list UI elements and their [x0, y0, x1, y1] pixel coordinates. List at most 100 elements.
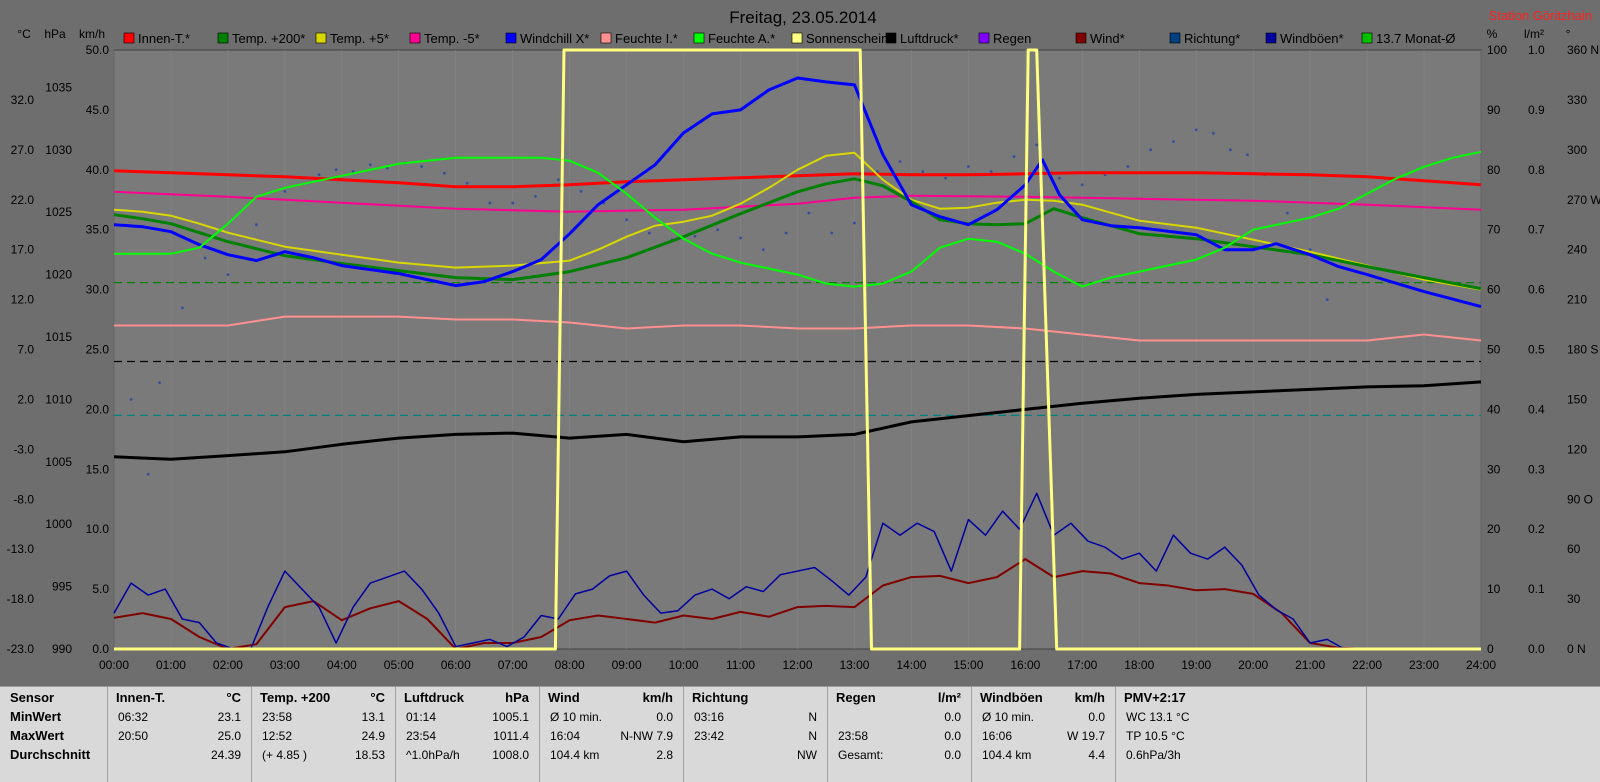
- legend-swatch: [1169, 32, 1181, 44]
- direction-dot: [898, 160, 902, 163]
- tick-label: 210: [1567, 293, 1587, 307]
- stats-cell-label: Ø 10 min.: [982, 710, 1035, 724]
- stats-cell-value: 0.0: [1088, 710, 1105, 724]
- tick-label: 30: [1567, 592, 1581, 606]
- tick-label: 100: [1487, 43, 1507, 57]
- legend-label: Innen-T.*: [138, 31, 190, 46]
- x-tick-label: 08:00: [555, 658, 585, 672]
- stats-panel-unit: hPa: [505, 690, 529, 705]
- direction-dot: [966, 165, 970, 168]
- tick-label: 12.0: [11, 293, 35, 307]
- stats-cell-label: 20:50: [118, 729, 149, 743]
- tick-label: 0.6: [1528, 283, 1545, 297]
- stats-panel: Innen-T. °C 06:32 23.1 20:50 25.0 24.39: [108, 687, 252, 782]
- tick-label: 1000: [45, 517, 72, 531]
- reference-lines: [114, 282, 1481, 416]
- direction-dot: [226, 273, 230, 277]
- stats-panel: Wind km/h Ø 10 min. 0.0 16:04 N-NW 7.9 104.4 k…: [540, 687, 684, 782]
- x-tick-label: 17:00: [1067, 658, 1097, 672]
- tick-label: 0.3: [1528, 462, 1545, 476]
- x-tick-label: 16:00: [1010, 658, 1040, 672]
- tick-label: -13.0: [7, 542, 35, 556]
- x-tick-label: 19:00: [1181, 658, 1211, 672]
- stats-panel: Richtung 03:16 N 23:42 N NW: [684, 687, 828, 782]
- direction-dot: [556, 178, 560, 182]
- tick-label: 1005: [45, 455, 72, 469]
- tick-label: 70: [1487, 223, 1501, 237]
- legend-swatch: [409, 32, 421, 44]
- direction-dot: [853, 221, 856, 225]
- direction-dot: [465, 181, 469, 185]
- stats-panel-title: Temp. +200: [260, 690, 331, 705]
- x-tick-label: 01:00: [156, 658, 186, 672]
- stats-panel-title: PMV+2:17: [1124, 690, 1186, 705]
- x-tick-label: 18:00: [1124, 658, 1154, 672]
- tick-label: 0 N: [1567, 642, 1586, 656]
- direction-dot: [761, 248, 765, 252]
- axis-unit: hPa: [44, 27, 66, 41]
- stats-cell-value: 0.0: [944, 729, 961, 743]
- series-line: [113, 177, 1482, 291]
- direction-dot: [351, 170, 355, 173]
- direction-dot: [1058, 176, 1061, 180]
- direction-dot: [158, 381, 161, 385]
- x-tick-label: 12:00: [782, 658, 812, 672]
- legend-label: Richtung*: [1184, 31, 1240, 46]
- direction-dot: [203, 256, 207, 260]
- tick-label: 995: [52, 580, 72, 594]
- stats-panel-title: Richtung: [692, 690, 749, 705]
- x-tick-label: 04:00: [327, 658, 357, 672]
- direction-dot: [129, 398, 133, 401]
- stats-cell-value: N: [808, 710, 817, 724]
- direction-dot: [180, 306, 184, 310]
- series-line: [114, 48, 1481, 651]
- direction-dot: [739, 236, 742, 240]
- series-line: [113, 151, 1482, 291]
- tick-label: -3.0: [13, 442, 34, 456]
- x-tick-label: 23:00: [1409, 658, 1439, 672]
- tick-label: 20: [1487, 522, 1501, 536]
- stats-cell-label: 23:54: [406, 729, 437, 743]
- x-tick-label: 11:00: [726, 658, 755, 672]
- stats-cell-value: 24.39: [210, 748, 241, 762]
- direction-dot: [1285, 211, 1289, 215]
- legend-label: Regen: [993, 31, 1031, 46]
- direction-dot: [442, 171, 446, 175]
- legend-swatch: [1075, 32, 1087, 44]
- tick-label: 240: [1567, 243, 1587, 257]
- tick-label: 0.4: [1528, 402, 1545, 416]
- tick-label: 330: [1567, 93, 1587, 107]
- direction-dot: [534, 195, 537, 198]
- tick-label: 120: [1567, 442, 1587, 456]
- tick-label: 0.1: [1528, 582, 1545, 596]
- legend-label: Windböen*: [1280, 31, 1344, 46]
- tick-label: 1035: [45, 80, 72, 94]
- stats-cell-value: N-NW 7.9: [620, 729, 673, 743]
- series-line: [113, 169, 1482, 189]
- stats-cell-value: 0.0: [656, 710, 673, 724]
- axis-labels: 32.0 27.0 22.0 17.0 12.0 7.0 2.0 -3.0 -8.0 -13.0 -…: [7, 27, 1600, 672]
- direction-dot: [921, 170, 925, 173]
- stats-panel-unit: °C: [370, 690, 385, 705]
- stats-panel-unit: °C: [226, 690, 241, 705]
- stats-cell-label: 23:42: [694, 729, 725, 743]
- direction-dot: [944, 176, 947, 180]
- stats-panel: PMV+2:17 WC 13.1 °C TP 10.5 °C 0.6hPa/3h: [1116, 687, 1367, 782]
- legend-swatch: [217, 32, 229, 44]
- legend-label: Wind*: [1090, 31, 1125, 46]
- x-tick-label: 06:00: [441, 658, 471, 672]
- tick-label: 25.0: [86, 343, 110, 357]
- tick-label: 90 O: [1567, 492, 1593, 506]
- stats-cell-value: 23.1: [217, 710, 241, 724]
- x-tick-label: 21:00: [1295, 658, 1325, 672]
- tick-label: 1025: [45, 205, 72, 219]
- direction-dot: [334, 168, 338, 172]
- series-line: [113, 380, 1482, 461]
- stats-panel-unit: km/h: [1074, 690, 1105, 705]
- legend-label: Windchill X*: [520, 31, 589, 46]
- series-line: [114, 315, 1482, 342]
- direction-dot: [625, 218, 629, 222]
- direction-dot: [146, 472, 150, 476]
- direction-dot: [511, 201, 515, 205]
- x-tick-label: 15:00: [953, 658, 983, 672]
